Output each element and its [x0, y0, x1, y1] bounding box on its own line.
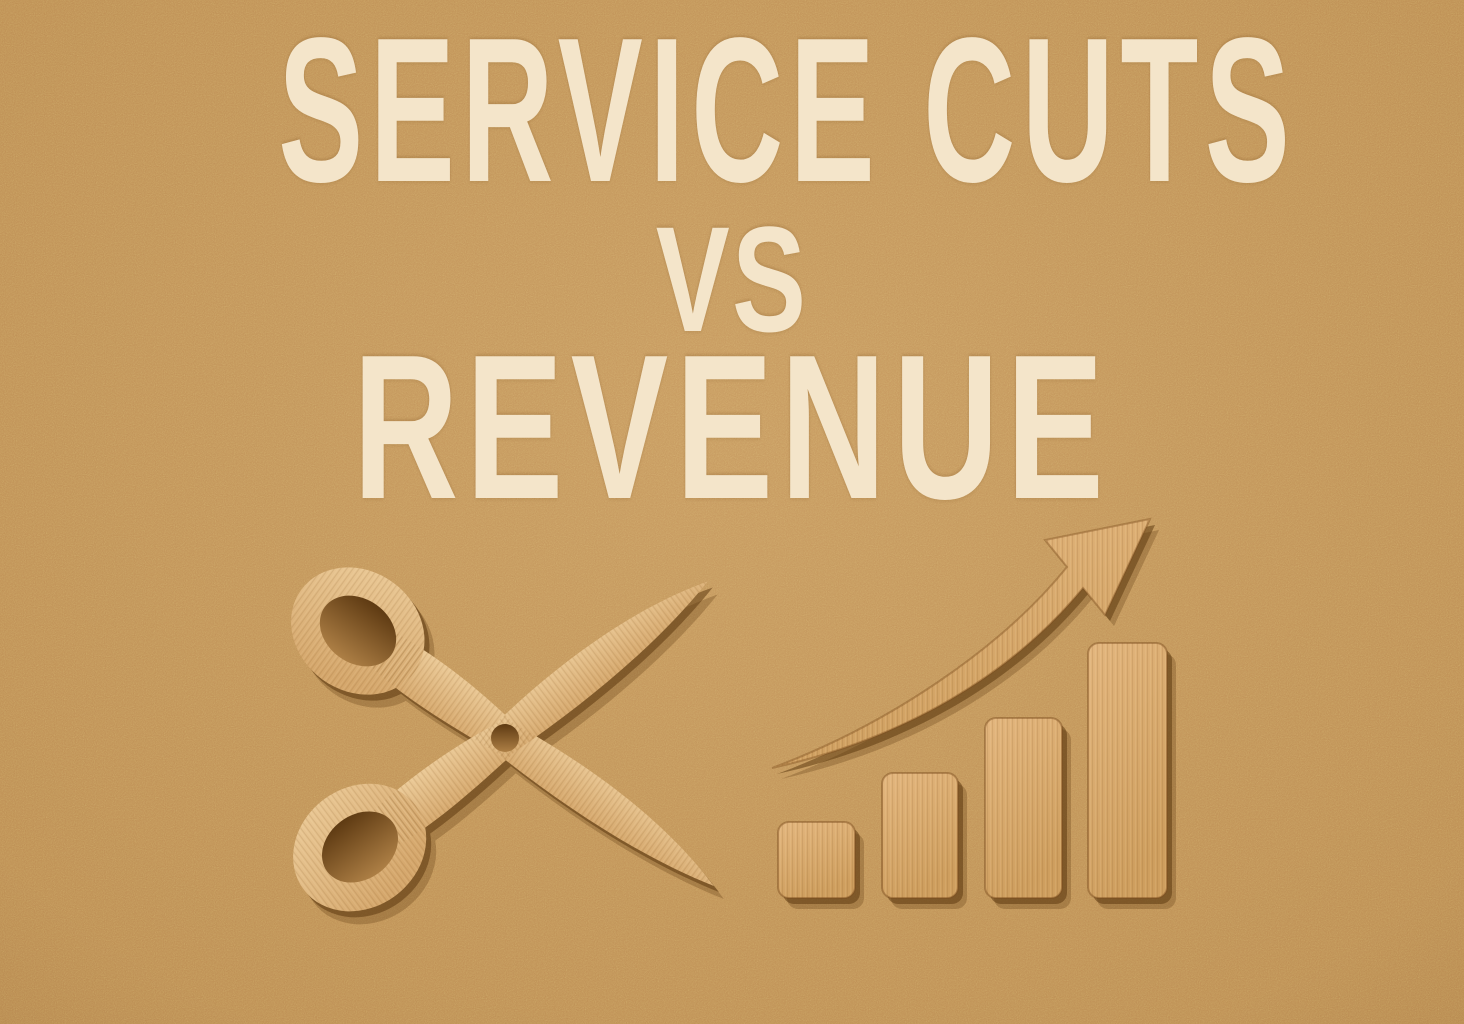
title-line-service-cuts: SERVICE CUTS — [278, 0, 1297, 225]
scissors-pivot-hole — [491, 724, 519, 752]
scissors-icon — [266, 536, 758, 951]
scissors-handle-hole-bottom — [322, 811, 398, 883]
title-line-vs: VS — [655, 195, 809, 363]
title-line-revenue: REVENUE — [352, 312, 1112, 542]
scissors-handle-hole-top — [319, 595, 397, 667]
